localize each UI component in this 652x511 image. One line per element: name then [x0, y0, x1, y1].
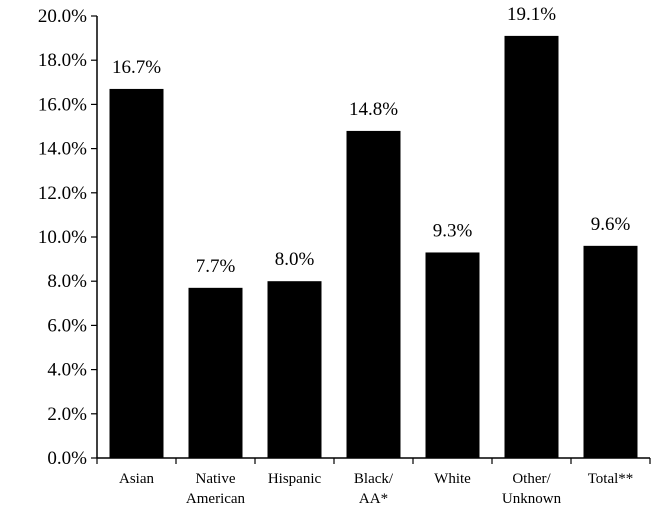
y-tick-label: 16.0% — [38, 94, 87, 115]
y-tick-label: 2.0% — [47, 404, 87, 425]
data-label: 9.3% — [433, 220, 473, 241]
data-labels: 16.7% 7.7% 8.0% 14.8% 9.3% 19.1% 9.6% — [112, 4, 631, 277]
data-label: 14.8% — [349, 99, 398, 120]
y-tick-label: 14.0% — [38, 139, 87, 160]
data-label: 8.0% — [275, 249, 315, 270]
y-tick-label: 6.0% — [47, 315, 87, 336]
data-label: 16.7% — [112, 57, 161, 78]
x-category-label: Other/Unknown — [502, 471, 562, 507]
x-category-label: Black/AA* — [354, 471, 394, 507]
x-category-label: Hispanic — [268, 471, 322, 487]
y-tick-label: 8.0% — [47, 271, 87, 292]
bar — [346, 130, 401, 459]
y-tick-label: 0.0% — [47, 448, 87, 469]
x-category-label: White — [434, 471, 471, 487]
x-axis: Asian Native American Hispanic Black/AA* Whit… — [96, 457, 651, 507]
data-label: 7.7% — [196, 256, 236, 277]
y-tick-label: 12.0% — [38, 183, 87, 204]
y-tick-label: 20.0% — [38, 6, 87, 27]
x-category-label: Asian — [119, 471, 154, 487]
x-category-label: Total** — [588, 471, 634, 487]
y-axis: 0.0% 2.0% 4.0% 6.0% 8.0% 10.0% 12.0% 14.0% 16.0%… — [38, 6, 98, 469]
bars — [109, 35, 638, 459]
y-tick-label: 18.0% — [38, 50, 87, 71]
y-tick-label: 4.0% — [47, 360, 87, 381]
bar — [583, 245, 638, 458]
x-category-label: Native American — [186, 471, 246, 507]
bar — [188, 287, 243, 458]
data-label: 19.1% — [507, 4, 556, 25]
y-tick-label: 10.0% — [38, 227, 87, 248]
data-label: 9.6% — [591, 214, 631, 235]
bar — [109, 88, 164, 459]
bar — [267, 281, 322, 458]
bar — [504, 35, 559, 458]
bar — [425, 252, 480, 458]
